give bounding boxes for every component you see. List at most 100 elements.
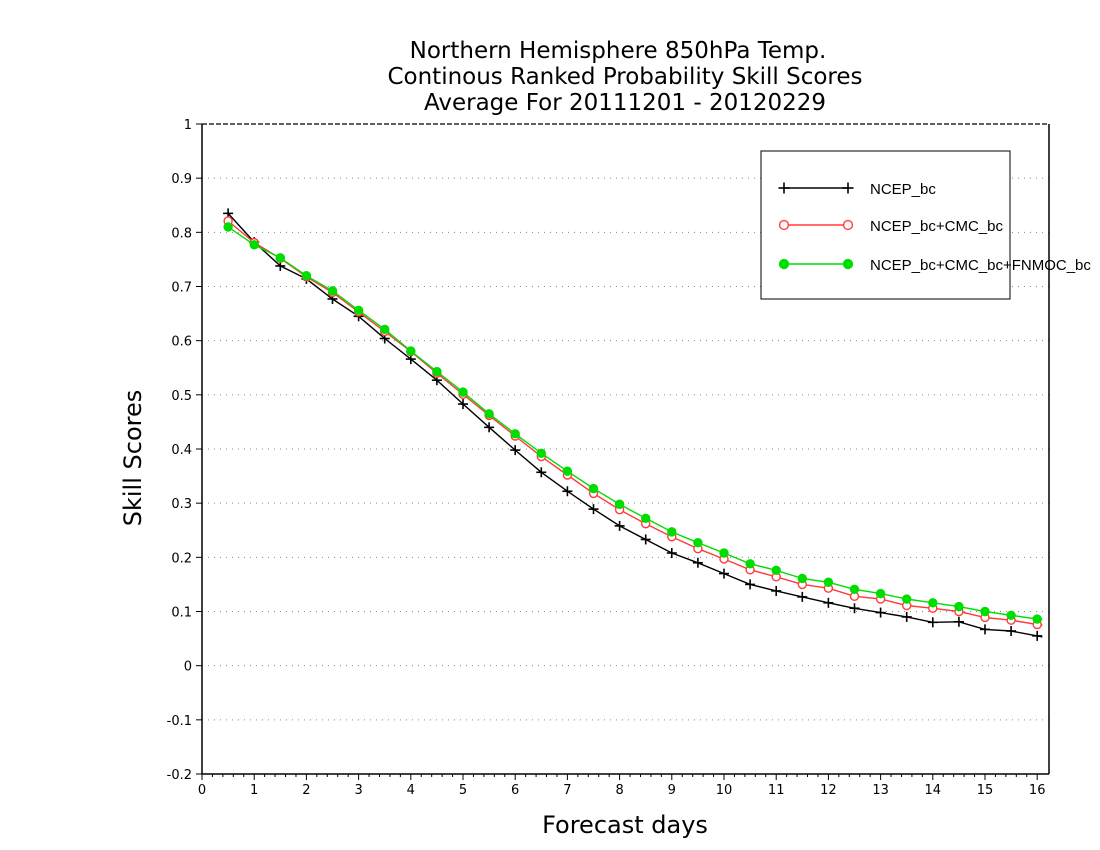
y-tick-label: -0.2 — [167, 768, 192, 783]
x-tick-label: 16 — [1029, 783, 1046, 798]
plus-marker — [745, 579, 756, 590]
filled-circle-marker — [536, 448, 546, 459]
y-tick-label: 0.4 — [171, 443, 192, 458]
y-tick-label: -0.1 — [167, 714, 192, 729]
filled-circle-marker — [380, 324, 390, 334]
filled-circle-marker — [771, 565, 781, 576]
filled-circle-marker — [667, 527, 677, 537]
plus-marker — [588, 504, 599, 515]
filled-circle-marker — [1032, 614, 1042, 624]
legend-entry: NCEP_bc+CMC_bc+FNMOC_bc — [778, 257, 1091, 274]
x-tick-label: 8 — [615, 783, 623, 798]
x-axis-ticks: 0 1 2 3 4 5 6 7 8 9 10 11 12 13 14 15 16 — [198, 774, 1046, 798]
x-tick-label: 7 — [563, 783, 571, 798]
filled-circle-marker — [432, 366, 442, 377]
x-tick-label: 10 — [716, 783, 733, 798]
filled-circle-marker — [353, 305, 364, 316]
filled-circle-marker — [641, 513, 651, 524]
legend: NCEP_bc NCEP_bc+CMC_bc NCEP_bc+CMC_bc+FNMO… — [760, 150, 1091, 300]
filled-circle-marker — [849, 584, 860, 594]
filled-circle-marker — [980, 606, 990, 617]
filled-circle-marker — [1006, 610, 1016, 620]
x-axis-title: Forecast days — [542, 811, 708, 839]
x-tick-label: 2 — [302, 783, 310, 798]
legend-entry: NCEP_bc+CMC_bc — [778, 218, 1003, 235]
y-tick-label: 0.7 — [171, 281, 192, 296]
plus-marker — [842, 182, 854, 194]
plus-marker — [823, 597, 834, 608]
plus-marker — [875, 607, 886, 618]
plus-marker — [980, 624, 990, 635]
filled-circle-marker — [484, 409, 494, 419]
plus-marker — [1006, 626, 1017, 636]
filled-circle-marker — [719, 548, 729, 558]
filled-circle-marker — [928, 598, 938, 608]
x-tick-label: 1 — [250, 783, 258, 798]
x-tick-label: 13 — [872, 783, 889, 798]
chart-title: Northern Hemisphere 850hPa Temp. Contino… — [387, 38, 862, 116]
plus-marker — [458, 399, 468, 410]
plus-marker — [797, 591, 808, 602]
filled-circle-marker — [406, 346, 416, 356]
filled-circle-marker — [842, 258, 854, 270]
filled-circle-marker — [693, 538, 703, 548]
x-tick-label: 4 — [407, 783, 415, 798]
x-tick-label: 11 — [768, 783, 785, 798]
filled-circle-marker — [614, 499, 625, 509]
filled-circle-marker — [954, 601, 964, 612]
y-axis-title: Skill Scores — [119, 390, 147, 527]
legend-label: NCEP_bc+CMC_bc+FNMOC_bc — [870, 257, 1091, 274]
plus-marker — [849, 603, 860, 614]
plus-marker — [562, 486, 573, 497]
plus-marker — [719, 568, 729, 579]
y-axis-ticks: -0.2 -0.1 0 0.1 0.2 0.3 0.4 0.5 0.6 0.7 0.8 0.9 1 — [167, 118, 202, 783]
open-circle-marker — [842, 219, 854, 231]
data-series — [223, 208, 1043, 641]
filled-circle-marker — [797, 573, 807, 584]
legend-entry: NCEP_bc — [778, 181, 936, 198]
plus-marker — [901, 611, 912, 622]
x-tick-label: 5 — [459, 783, 467, 798]
filled-circle-marker — [223, 222, 233, 232]
x-tick-label: 15 — [977, 783, 994, 798]
plus-marker — [692, 557, 703, 568]
series-1 — [223, 208, 1043, 641]
filled-circle-marker — [562, 466, 573, 476]
legend-label: NCEP_bc — [870, 181, 936, 198]
y-tick-label: 0.1 — [171, 606, 192, 621]
filled-circle-marker — [458, 387, 468, 397]
y-tick-label: 1 — [184, 118, 192, 133]
plus-marker — [927, 617, 938, 628]
y-tick-label: 0 — [184, 660, 192, 675]
filled-circle-marker — [778, 258, 790, 270]
title-line-2: Continous Ranked Probability Skill Score… — [387, 64, 862, 90]
y-tick-label: 0.9 — [171, 172, 192, 187]
y-tick-label: 0.2 — [171, 551, 192, 566]
filled-circle-marker — [588, 483, 599, 494]
x-tick-label: 14 — [925, 783, 942, 798]
filled-circle-marker — [823, 577, 834, 587]
plus-marker — [953, 616, 964, 627]
y-tick-label: 0.6 — [171, 335, 192, 350]
filled-circle-marker — [902, 594, 912, 604]
filled-circle-marker — [301, 270, 312, 281]
plus-marker — [771, 585, 782, 596]
filled-circle-marker — [275, 253, 285, 263]
plus-marker — [666, 548, 677, 558]
open-circle-marker — [778, 219, 790, 231]
x-tick-label: 9 — [668, 783, 676, 798]
x-tick-label: 6 — [511, 783, 519, 798]
plus-marker — [640, 534, 651, 545]
filled-circle-marker — [745, 559, 755, 569]
plus-marker — [778, 182, 790, 194]
x-tick-label: 12 — [820, 783, 837, 798]
x-tick-label: 3 — [354, 783, 362, 798]
filled-circle-marker — [249, 240, 259, 250]
x-tick-label: 0 — [198, 783, 206, 798]
plus-marker — [536, 467, 547, 478]
plus-marker — [1032, 630, 1043, 641]
y-tick-label: 0.3 — [171, 497, 192, 512]
plus-marker — [614, 520, 625, 531]
y-tick-label: 0.8 — [171, 226, 192, 241]
